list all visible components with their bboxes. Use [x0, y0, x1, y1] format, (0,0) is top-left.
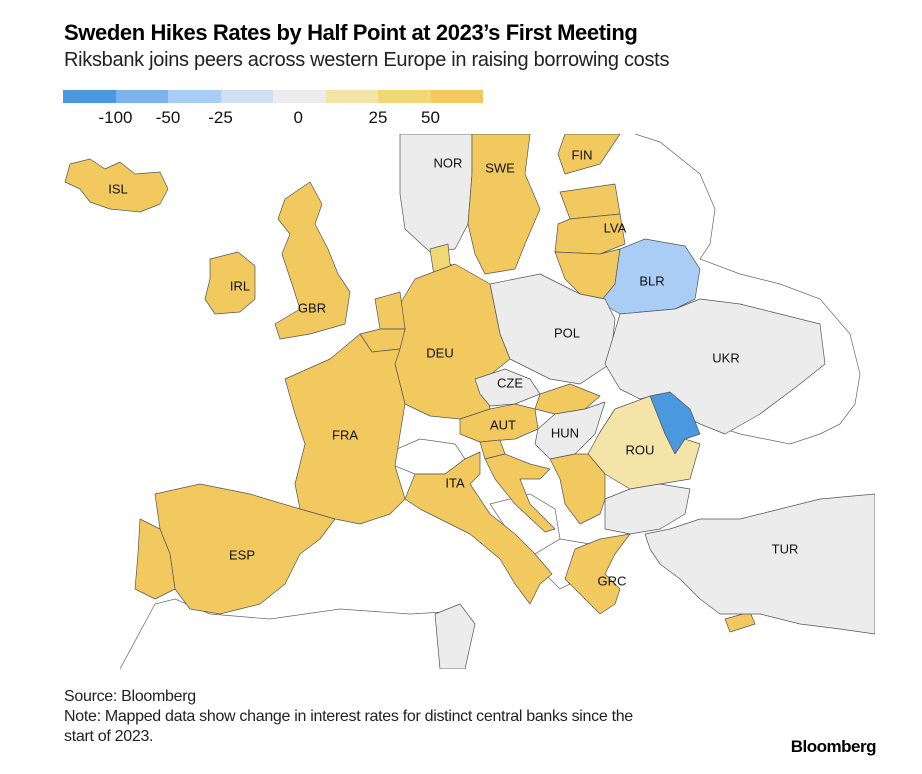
- country-rus-outline: [634, 134, 861, 445]
- country-label-irl: IRL: [230, 278, 250, 293]
- bloomberg-logo: Bloomberg: [790, 737, 877, 756]
- country-label-fin: FIN: [572, 147, 593, 162]
- country-label-fra: FRA: [332, 427, 358, 442]
- country-blr: [599, 238, 701, 315]
- country-hun: [534, 401, 606, 460]
- country-label-isl: ISL: [108, 181, 128, 196]
- country-ita: [404, 451, 553, 605]
- country-label-gbr: GBR: [298, 300, 326, 315]
- legend-tick-label: 50: [421, 108, 440, 127]
- country-label-lva: LVA: [604, 220, 627, 235]
- legend-swatch-2: [168, 90, 221, 103]
- country-label-rou: ROU: [626, 442, 655, 457]
- legend-swatch-7: [430, 90, 483, 103]
- source-note: Source: Bloomberg: [64, 688, 196, 705]
- country-label-blr: BLR: [639, 273, 664, 288]
- country-hrv: [484, 453, 556, 533]
- country-grc: [564, 533, 631, 615]
- legend-tick-label: 0: [293, 108, 303, 127]
- legend-swatch-0: [63, 90, 116, 103]
- legend-swatch-3: [220, 90, 273, 103]
- country-label-grc: GRC: [598, 573, 627, 588]
- country-fin: [557, 134, 621, 175]
- country-tur: [644, 493, 875, 635]
- country-gbr: [274, 181, 351, 340]
- country-label-ukr: UKR: [712, 350, 739, 365]
- chart-subtitle: Riksbank joins peers across western Euro…: [64, 49, 670, 71]
- europe-map: ISL IRL GBR NOR SWE FIN LVA BLR POL UKR DEU FRA CZE A…: [64, 134, 875, 669]
- country-tun: [434, 603, 476, 669]
- country-label-nor: NOR: [434, 155, 463, 170]
- country-nld: [374, 291, 406, 330]
- country-label-tur: TUR: [772, 541, 799, 556]
- country-swe: [467, 134, 541, 275]
- legend-tick-labels: -100 -50 -25 0 25 50: [63, 108, 483, 128]
- country-cyp: [724, 611, 756, 633]
- country-label-hun: HUN: [551, 425, 579, 440]
- legend-tick-label: -25: [208, 108, 233, 127]
- country-label-deu: DEU: [426, 345, 453, 360]
- country-cze: [474, 368, 541, 407]
- country-label-ita: ITA: [445, 475, 465, 490]
- legend-swatch-5: [325, 90, 378, 103]
- country-srb: [549, 453, 606, 525]
- chart-title: Sweden Hikes Rates by Half Point at 2023…: [64, 20, 638, 45]
- legend-swatch-4: [273, 90, 326, 103]
- country-prt: [134, 518, 176, 600]
- color-legend: [63, 90, 483, 103]
- legend-tick-label: -50: [155, 108, 181, 127]
- legend-swatch-1: [115, 90, 168, 103]
- country-nor: [399, 134, 473, 253]
- country-label-pol: POL: [554, 325, 580, 340]
- legend-tick-label: 25: [368, 108, 388, 127]
- north-africa-coast: [119, 598, 446, 669]
- note-line-2: start of 2023.: [64, 728, 154, 745]
- note-line-1: Note: Mapped data show change in interes…: [64, 708, 633, 725]
- country-irl: [204, 251, 256, 315]
- country-isl: [64, 158, 169, 213]
- country-label-cze: CZE: [497, 375, 523, 390]
- legend-tick-label: -100: [98, 108, 133, 127]
- country-est: [559, 183, 621, 220]
- country-label-esp: ESP: [229, 547, 255, 562]
- country-bgr: [604, 483, 691, 535]
- legend-swatch-6: [378, 90, 431, 103]
- country-fra: [284, 333, 406, 525]
- country-label-swe: SWE: [485, 160, 515, 175]
- country-label-aut: AUT: [490, 417, 516, 432]
